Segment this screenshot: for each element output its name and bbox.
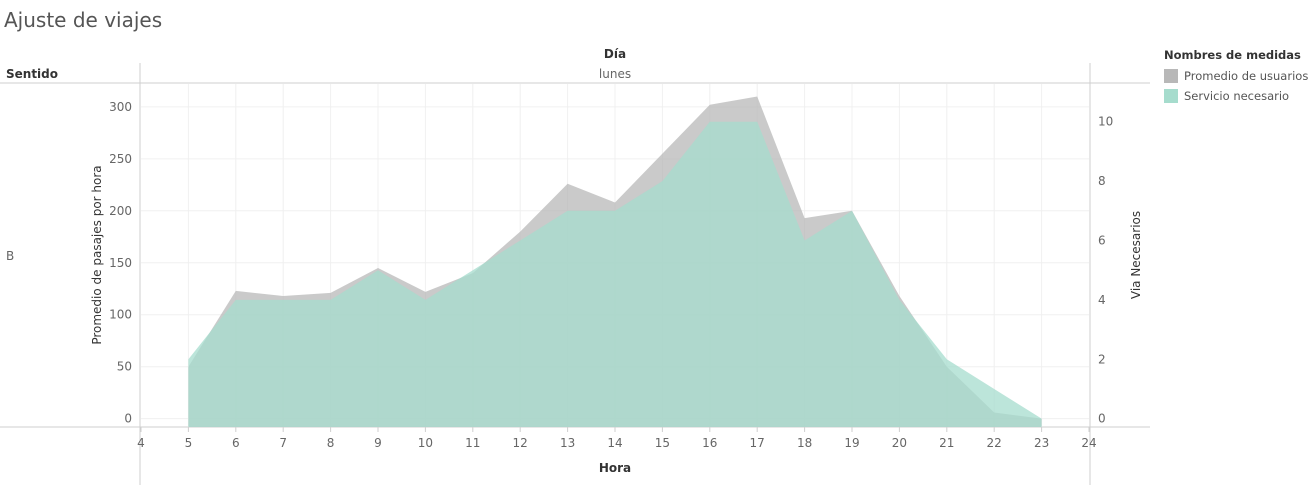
legend-title: Nombres de medidas	[1164, 48, 1301, 62]
data-point[interactable]	[1040, 417, 1044, 421]
x-tick-label: 14	[607, 436, 622, 450]
x-axis-title: Hora	[599, 461, 631, 475]
data-point[interactable]	[992, 387, 996, 391]
data-point[interactable]	[471, 268, 475, 272]
data-point[interactable]	[566, 182, 570, 186]
x-tick-label: 11	[465, 436, 480, 450]
x-tick-label: 7	[279, 436, 287, 450]
x-tick-label: 17	[750, 436, 765, 450]
data-point[interactable]	[613, 200, 617, 204]
y-left-tick-label: 300	[109, 100, 132, 114]
data-point[interactable]	[376, 268, 380, 272]
data-point[interactable]	[566, 209, 570, 213]
legend-item[interactable]: Servicio necesario	[1164, 86, 1308, 106]
data-point[interactable]	[518, 230, 522, 234]
x-tick-label: 13	[560, 436, 575, 450]
y-right-tick-label: 2	[1098, 352, 1106, 366]
data-point[interactable]	[850, 209, 854, 213]
data-point[interactable]	[660, 179, 664, 183]
y-right-tick-label: 10	[1098, 115, 1113, 129]
data-point[interactable]	[755, 94, 759, 98]
data-point[interactable]	[803, 216, 807, 220]
y-left-tick-label: 100	[109, 308, 132, 322]
y-right-tick-label: 0	[1098, 412, 1106, 426]
area-servicio-necesario[interactable]	[188, 121, 1042, 427]
data-point[interactable]	[708, 103, 712, 107]
legend-label: Servicio necesario	[1184, 89, 1290, 103]
data-point[interactable]	[755, 120, 759, 124]
x-tick-label: 16	[702, 436, 717, 450]
data-point[interactable]	[708, 120, 712, 124]
y-left-axis-ticks: 0 50 100 150 200 250 300	[109, 100, 132, 426]
x-tick-label: 21	[939, 436, 954, 450]
data-point[interactable]	[423, 290, 427, 294]
area-series	[186, 94, 1044, 428]
data-point[interactable]	[281, 298, 285, 302]
x-tick-label: 12	[513, 436, 528, 450]
data-point[interactable]	[281, 294, 285, 298]
y-right-axis-ticks: 0 2 4 6 8 10	[1098, 115, 1113, 426]
x-tick-label: 4	[137, 436, 145, 450]
y-right-axis-title: Via Necesarios	[1129, 211, 1143, 299]
legend-item[interactable]: Promedio de usuarios	[1164, 66, 1308, 86]
x-tick-label: 20	[892, 436, 907, 450]
y-right-tick-label: 8	[1098, 174, 1106, 188]
y-left-tick-label: 0	[124, 412, 132, 426]
column-value-label: lunes	[599, 67, 631, 81]
x-tick-label: 9	[374, 436, 382, 450]
x-tick-label: 23	[1034, 436, 1049, 450]
y-right-tick-label: 4	[1098, 293, 1106, 307]
row-value-label: B	[6, 249, 14, 263]
x-tick-label: 22	[987, 436, 1002, 450]
data-point[interactable]	[897, 298, 901, 302]
y-left-tick-label: 200	[109, 204, 132, 218]
legend-swatch	[1164, 89, 1178, 103]
data-point[interactable]	[234, 289, 238, 293]
legend: Nombres de medidas Promedio de usuarios …	[1164, 48, 1308, 106]
data-point[interactable]	[803, 239, 807, 243]
y-left-tick-label: 250	[109, 152, 132, 166]
x-tick-label: 15	[655, 436, 670, 450]
x-tick-label: 24	[1081, 436, 1096, 450]
y-left-axis-title: Promedio de pasajes por hora	[90, 165, 104, 344]
x-tick-label: 6	[232, 436, 240, 450]
data-point[interactable]	[329, 298, 333, 302]
x-tick-label: 8	[327, 436, 335, 450]
legend-swatch	[1164, 69, 1178, 83]
data-point[interactable]	[945, 357, 949, 361]
x-axis-ticks: 4 5 6 7 8 9 10 11 12 13 14 15 16 17 18 19 20 21 22 23 24	[137, 427, 1097, 450]
y-left-tick-label: 50	[117, 360, 132, 374]
column-field-label: Día	[604, 47, 626, 61]
x-tick-label: 18	[797, 436, 812, 450]
x-tick-label: 5	[185, 436, 193, 450]
row-field-label: Sentido	[6, 67, 58, 81]
data-point[interactable]	[613, 209, 617, 213]
data-point[interactable]	[234, 298, 238, 302]
y-left-tick-label: 150	[109, 256, 132, 270]
data-point[interactable]	[660, 152, 664, 156]
x-tick-label: 10	[418, 436, 433, 450]
data-point[interactable]	[518, 239, 522, 243]
data-point[interactable]	[329, 291, 333, 295]
data-point[interactable]	[423, 298, 427, 302]
data-point[interactable]	[186, 357, 190, 361]
page-title: Ajuste de viajes	[4, 8, 163, 32]
y-right-tick-label: 6	[1098, 234, 1106, 248]
x-tick-label: 19	[844, 436, 859, 450]
legend-label: Promedio de usuarios	[1184, 69, 1309, 83]
